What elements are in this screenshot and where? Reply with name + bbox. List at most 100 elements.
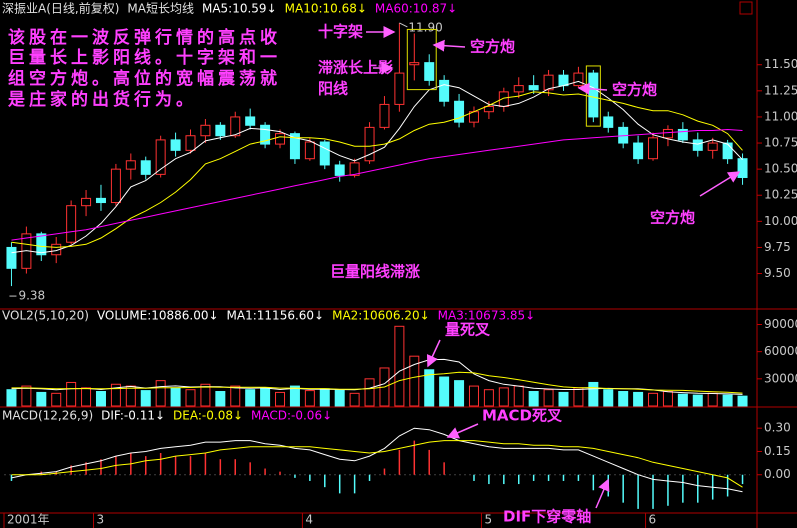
volume-bar	[543, 389, 554, 407]
candle-body	[603, 116, 614, 128]
low-label: 9.38	[18, 289, 45, 303]
candle-body	[558, 74, 569, 87]
legend-entry: MA60:10.87↓	[375, 2, 457, 16]
annotation: 空方炮	[612, 81, 657, 99]
line	[11, 371, 743, 394]
annotation: 空方炮	[470, 38, 515, 56]
annotation-arrow	[577, 82, 608, 95]
y-tick-label: 0.30	[764, 421, 791, 435]
annotation: 量死叉	[445, 321, 491, 339]
annotation-arrow	[595, 478, 610, 509]
annotation: MACD死叉	[482, 407, 563, 425]
candle-body	[125, 160, 136, 170]
candle-body	[424, 62, 435, 81]
volume-bar	[468, 385, 479, 407]
high-label: 11.90	[408, 20, 442, 34]
volume-bar	[200, 383, 211, 407]
candle-body	[170, 139, 181, 151]
line	[11, 440, 743, 488]
legend-entry: VOLUME:10886.00↓	[97, 309, 219, 323]
volume-bar	[424, 369, 435, 407]
candle-body	[289, 133, 300, 160]
legend-entry: MA10:10.68↓	[285, 2, 367, 16]
candle-body	[215, 124, 226, 137]
candle-body	[260, 124, 271, 145]
annotation: 是庄家的出货行为。	[8, 89, 197, 110]
volume-bar	[81, 387, 92, 407]
candle-body	[66, 205, 77, 243]
y-tick-label: 30000	[764, 371, 797, 385]
candle-body	[648, 137, 659, 160]
line	[11, 91, 743, 248]
volume-bar	[95, 391, 106, 407]
annotation-arrow	[426, 339, 441, 368]
candle-body	[6, 246, 17, 269]
y-tick-label: 11.00	[764, 109, 797, 123]
volume-bar	[498, 387, 509, 407]
candle-body	[379, 103, 390, 128]
panel-subtitle: MA短长均线	[127, 2, 194, 16]
y-tick-label: 60000	[764, 344, 797, 358]
volume-bar	[707, 392, 718, 407]
volume-bar	[260, 387, 271, 407]
candle-body	[588, 72, 599, 118]
volume-bar	[409, 355, 420, 407]
annotation: 十字架	[318, 23, 363, 41]
candle-body	[185, 135, 196, 151]
candle-body	[110, 168, 121, 204]
y-tick-label: 9.75	[764, 240, 791, 254]
volume-bar	[677, 393, 688, 407]
candle-body	[528, 85, 539, 91]
panel-title: 深振业A(日线,前复权)	[2, 1, 119, 16]
volume-bar	[319, 388, 330, 407]
x-tick-label: 2001年	[7, 513, 50, 527]
volume-bar	[110, 383, 121, 407]
volume-bar	[245, 389, 256, 407]
candle-body	[275, 133, 286, 145]
volume-bar	[394, 325, 405, 407]
candle-body	[707, 142, 718, 151]
annotation-arrow	[699, 171, 741, 197]
candle-body	[245, 116, 256, 126]
y-tick-label: 0.00	[764, 467, 791, 481]
highlight-box	[585, 65, 601, 127]
annotation: 滞涨长上影	[318, 59, 393, 77]
x-tick-label: 5	[484, 513, 492, 527]
annotation: 巨量长上影阳线。十字架和一	[8, 47, 281, 68]
candle-body	[409, 62, 420, 66]
volume-bar	[155, 380, 166, 407]
volume-bar	[140, 390, 151, 407]
volume-bar	[633, 391, 644, 407]
y-tick-label: 11.50	[764, 57, 797, 71]
candle-body	[573, 72, 584, 87]
volume-bar	[6, 389, 17, 407]
volume-bar	[21, 385, 32, 407]
line	[11, 128, 743, 241]
volume-bar	[439, 376, 450, 407]
candle-body	[334, 164, 345, 176]
candle-body	[319, 141, 330, 166]
volume-bar	[603, 389, 614, 407]
legend-entry: MA3:10673.85↓	[438, 309, 536, 323]
legend-entry: MA5:10.59↓	[202, 2, 277, 16]
annotation: 空方炮	[650, 209, 695, 227]
volume-bar	[349, 392, 360, 407]
candle-body	[394, 72, 405, 105]
candle-body	[454, 100, 465, 123]
candle-body	[155, 139, 166, 175]
candle-body	[95, 197, 106, 204]
annotation: 该股在一波反弹行情的高点收	[8, 27, 281, 48]
volume-bar	[36, 391, 47, 407]
candle-body	[439, 79, 450, 102]
highlight-box	[406, 28, 437, 91]
candle-body	[737, 158, 748, 178]
line	[11, 80, 743, 254]
candle-body	[633, 142, 644, 160]
volume-bar	[483, 389, 494, 407]
annotation-arrow	[446, 423, 479, 439]
y-tick-label: 0.15	[764, 444, 791, 458]
legend-entry: DIF:-0.11↓	[101, 409, 165, 423]
candle-body	[543, 74, 554, 91]
volume-bar	[588, 381, 599, 407]
